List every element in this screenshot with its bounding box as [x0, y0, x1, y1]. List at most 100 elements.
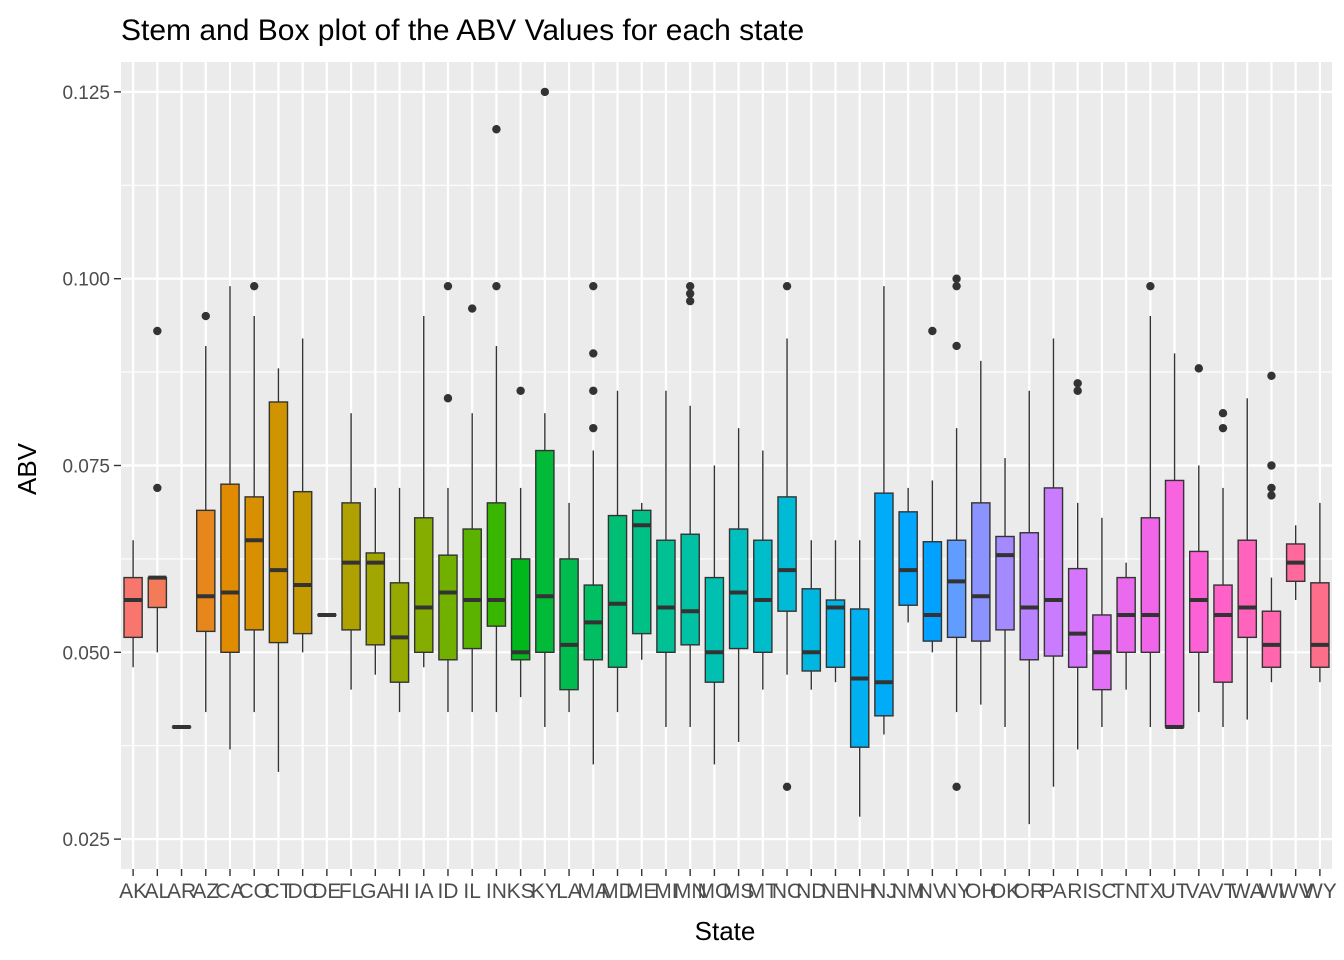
box-iqr [147, 576, 168, 609]
x-tick-label: MO [697, 880, 731, 903]
box-iqr [510, 558, 531, 661]
x-tick-label: TX [1137, 880, 1164, 903]
box-nd [801, 540, 822, 690]
x-tick-label: MS [723, 880, 755, 903]
box-nm [898, 487, 918, 623]
outlier-point [685, 289, 695, 298]
box-iqr [195, 509, 216, 633]
y-tick-label: 0.100 [62, 270, 110, 291]
x-tick-label: VA [1186, 880, 1212, 903]
box-mo [704, 465, 725, 765]
x-tick-label: GA [360, 880, 390, 903]
box-iqr [922, 541, 943, 642]
box-ct [268, 368, 289, 772]
outlier-point [492, 125, 501, 134]
box-iqr [1261, 610, 1282, 668]
box-mt [753, 450, 773, 690]
box-ia [413, 316, 434, 668]
box-iqr [438, 554, 458, 661]
box-ga [365, 487, 386, 675]
box-wa [1237, 398, 1258, 720]
box-iqr [365, 552, 386, 646]
x-axis-title: State [695, 916, 756, 946]
outlier-point [1073, 386, 1082, 395]
x-tick-label: WY [1303, 880, 1337, 903]
x-tick-label: LA [556, 880, 582, 903]
box-iqr [268, 401, 289, 644]
outlier-point [928, 326, 937, 336]
box-mi [656, 390, 676, 728]
outlier-point [1267, 483, 1276, 493]
x-tick-label: DE [312, 880, 341, 903]
box-ri [1067, 379, 1088, 750]
y-axis-title: ABV [12, 442, 42, 495]
box-iqr [1237, 539, 1258, 639]
box-iqr [1310, 582, 1330, 668]
box-iqr [535, 449, 555, 654]
box-ne [825, 540, 846, 683]
outlier-point [685, 296, 695, 306]
outlier-point [952, 782, 961, 792]
x-tick-label: NH [845, 880, 875, 903]
x-tick-label: VT [1210, 880, 1237, 903]
x-tick-label: AZ [192, 880, 219, 903]
outlier-point [516, 386, 525, 395]
outlier-point [492, 281, 501, 291]
outlier-point [589, 281, 598, 291]
box-iqr [631, 509, 652, 635]
box-mn [680, 281, 700, 728]
x-tick-label: TN [1112, 880, 1140, 903]
box-ms [728, 428, 749, 742]
box-dc [292, 338, 313, 653]
outlier-point [153, 326, 162, 336]
y-tick-label: 0.125 [62, 83, 110, 104]
x-tick-label: NJ [871, 880, 897, 903]
x-tick-label: IN [486, 880, 507, 903]
outlier-point [589, 349, 598, 358]
x-tick-label: NM [892, 880, 925, 903]
box-iqr [704, 576, 725, 683]
box-in [486, 125, 507, 713]
outlier-point [467, 304, 477, 313]
x-tick-label: OH [965, 880, 997, 903]
x-tick-label: SC [1087, 880, 1116, 903]
x-tick-label: KS [507, 880, 535, 903]
box-oh [971, 360, 991, 705]
outlier-point [589, 423, 598, 433]
box-iqr [244, 496, 264, 631]
outlier-point [443, 281, 453, 291]
x-tick-label: MD [601, 880, 634, 903]
box-pa [1043, 338, 1064, 787]
outlier-point [1267, 491, 1276, 500]
x-tick-label: FL [339, 880, 364, 903]
outlier-point [589, 386, 598, 395]
outlier-point [540, 87, 550, 97]
box-iqr [1067, 567, 1088, 668]
x-tick-label: MT [748, 880, 778, 903]
x-tick-label: AR [167, 880, 196, 903]
x-tick-label: MA [578, 880, 610, 903]
box-vt [1213, 408, 1233, 728]
x-tick-label: AK [119, 880, 147, 903]
outlier-point [685, 281, 695, 291]
outlier-point [782, 782, 792, 792]
outlier-point [1146, 281, 1155, 291]
x-tick-label: MI [654, 880, 677, 903]
box-iqr [777, 496, 797, 612]
outlier-point [952, 274, 961, 283]
box-iqr [1213, 584, 1233, 683]
box-iqr [995, 535, 1015, 631]
box-iqr [123, 576, 143, 639]
box-nv [922, 326, 943, 653]
outlier-point [250, 281, 259, 291]
box-co [244, 281, 264, 713]
outlier-point [1267, 461, 1276, 470]
box-ky [535, 87, 555, 728]
box-al [147, 326, 168, 653]
x-tick-label: KY [531, 880, 559, 903]
x-tick-label: NY [942, 880, 971, 903]
box-iqr [1164, 479, 1185, 728]
box-iqr [680, 533, 700, 646]
box-iqr [1140, 517, 1161, 654]
